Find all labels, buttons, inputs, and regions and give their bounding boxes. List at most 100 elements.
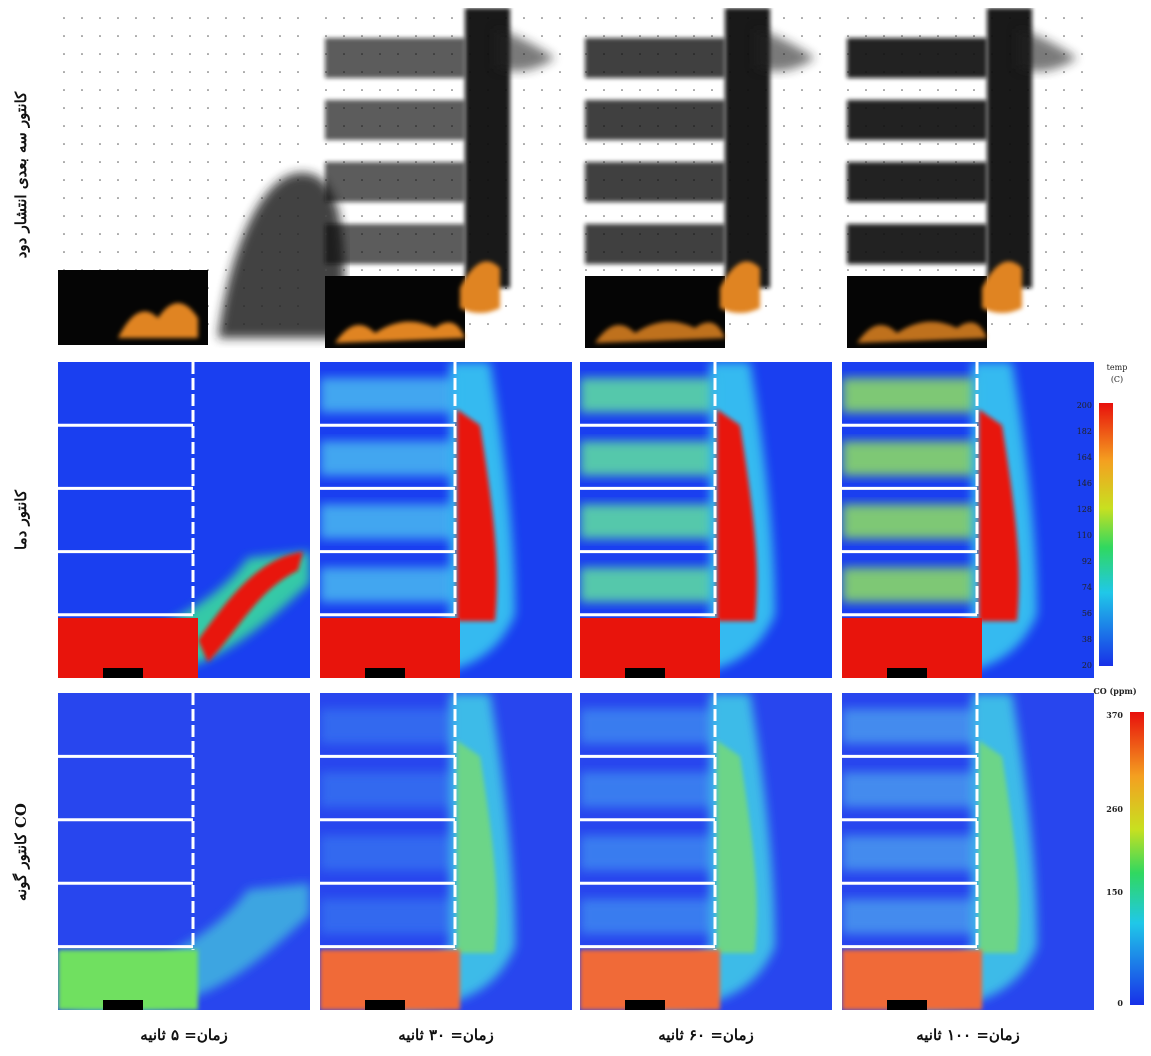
vector-dot	[135, 35, 137, 37]
contour	[842, 362, 1094, 678]
vector-dot	[487, 323, 489, 325]
vector-dot	[603, 215, 605, 217]
vector-dot	[189, 35, 191, 37]
vector-dot	[81, 251, 83, 253]
vector-dot	[955, 215, 957, 217]
column-label: زمان= ۱۰۰ ثانیه	[916, 1026, 1020, 1044]
vector-dot	[81, 125, 83, 127]
vector-dot	[469, 323, 471, 325]
vector-dot	[523, 143, 525, 145]
vector-dot	[801, 107, 803, 109]
vector-dot	[801, 269, 803, 271]
smoke-floor	[585, 224, 725, 264]
vector-dot	[153, 215, 155, 217]
vector-dot	[541, 89, 543, 91]
smoke-floor	[325, 162, 465, 202]
colorbar-unit: (C)	[1111, 375, 1123, 384]
vector-dot	[819, 179, 821, 181]
vector-dot	[559, 251, 561, 253]
vector-dot	[783, 179, 785, 181]
vector-dot	[225, 17, 227, 19]
vector-dot	[621, 89, 623, 91]
vector-dot	[153, 89, 155, 91]
vector-dot	[541, 323, 543, 325]
vector-dot	[1081, 269, 1083, 271]
contour	[320, 693, 572, 1010]
vector-dot	[171, 125, 173, 127]
floor-band	[580, 378, 715, 413]
vector-dot	[1045, 71, 1047, 73]
vector-dot	[81, 215, 83, 217]
panels	[58, 8, 1094, 1010]
vector-dot	[711, 35, 713, 37]
vector-dot	[189, 161, 191, 163]
temperature-panel	[320, 362, 572, 678]
vector-dot	[955, 17, 957, 19]
vector-dot	[901, 89, 903, 91]
vector-dot	[819, 251, 821, 253]
vector-dot	[171, 71, 173, 73]
vector-dot	[279, 89, 281, 91]
vector-dot	[1045, 251, 1047, 253]
vector-dot	[541, 251, 543, 253]
colorbar-tick-label: 150	[1106, 887, 1123, 897]
vector-dot	[657, 269, 659, 271]
vector-dot	[243, 107, 245, 109]
figure: temp (C) CO (ppm) کانتور سه بعدی انتشار …	[0, 0, 1151, 1052]
vector-dot	[801, 251, 803, 253]
vector-dot	[415, 215, 417, 217]
vector-dot	[171, 197, 173, 199]
vector-dot	[207, 215, 209, 217]
vector-dot	[1063, 71, 1065, 73]
vector-dot	[225, 35, 227, 37]
vector-dot	[343, 143, 345, 145]
vector-dot	[153, 35, 155, 37]
vector-dot	[397, 143, 399, 145]
vector-dot	[135, 161, 137, 163]
vector-dot	[415, 143, 417, 145]
vector-dot	[361, 89, 363, 91]
vector-dot	[801, 197, 803, 199]
vector-dot	[1045, 17, 1047, 19]
vector-dot	[801, 125, 803, 127]
vector-dot	[153, 143, 155, 145]
vector-dot	[675, 143, 677, 145]
floor-band	[320, 567, 455, 602]
vector-dot	[343, 269, 345, 271]
floor-band	[580, 504, 715, 539]
vector-dot	[207, 71, 209, 73]
row-label: کانتور گونه CO	[12, 803, 30, 901]
column-label: زمان= ۳۰ ثانیه	[398, 1026, 494, 1044]
vector-dot	[243, 215, 245, 217]
vector-dot	[1081, 125, 1083, 127]
vector-dot	[1081, 71, 1083, 73]
vector-dot	[559, 233, 561, 235]
vector-dot	[81, 89, 83, 91]
vector-dot	[1063, 215, 1065, 217]
vector-dot	[973, 215, 975, 217]
vector-dot	[1081, 161, 1083, 163]
vector-dot	[801, 143, 803, 145]
vector-dot	[225, 53, 227, 55]
vector-dot	[189, 179, 191, 181]
vector-dot	[297, 35, 299, 37]
vector-dot	[901, 17, 903, 19]
vector-dot	[693, 35, 695, 37]
smoke-tail	[1017, 28, 1077, 71]
vector-dot	[343, 215, 345, 217]
smoke-floor	[585, 38, 725, 78]
vector-dot	[81, 107, 83, 109]
vector-dot	[991, 323, 993, 325]
vector-dot	[63, 125, 65, 127]
vector-dot	[361, 35, 363, 37]
smoke-content	[585, 8, 821, 348]
vector-dot	[819, 53, 821, 55]
vector-dot	[559, 125, 561, 127]
vector-dot	[325, 143, 327, 145]
vector-dot	[639, 215, 641, 217]
vector-dot	[397, 17, 399, 19]
vector-dot	[243, 143, 245, 145]
vector-dot	[559, 287, 561, 289]
vector-dot	[1081, 53, 1083, 55]
vector-dot	[207, 17, 209, 19]
